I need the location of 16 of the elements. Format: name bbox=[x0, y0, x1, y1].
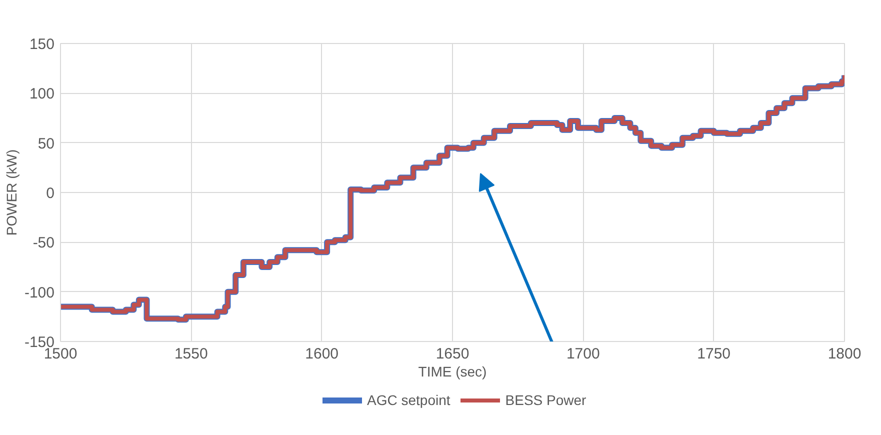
y-tick-label: 0 bbox=[46, 185, 54, 202]
y-axis-title: POWER (kW) bbox=[3, 149, 20, 236]
y-tick-label: -50 bbox=[32, 234, 55, 252]
x-tick-label: 1550 bbox=[174, 346, 208, 362]
legend-label: AGC setpoint bbox=[367, 392, 450, 408]
x-tick-label: 1700 bbox=[566, 346, 600, 362]
y-tick-label: 50 bbox=[38, 135, 55, 152]
x-tick-label: 1750 bbox=[697, 346, 731, 362]
y-tick-label: -100 bbox=[24, 284, 55, 302]
y-tick-label: 100 bbox=[29, 86, 55, 103]
x-tick-label: 1600 bbox=[305, 346, 339, 362]
y-tick-label: 150 bbox=[29, 36, 55, 53]
x-tick-label: 1800 bbox=[828, 346, 862, 362]
legend-label: BESS Power bbox=[505, 392, 586, 408]
x-tick-label: 1650 bbox=[436, 346, 470, 362]
x-axis-title: TIME (sec) bbox=[418, 364, 487, 380]
